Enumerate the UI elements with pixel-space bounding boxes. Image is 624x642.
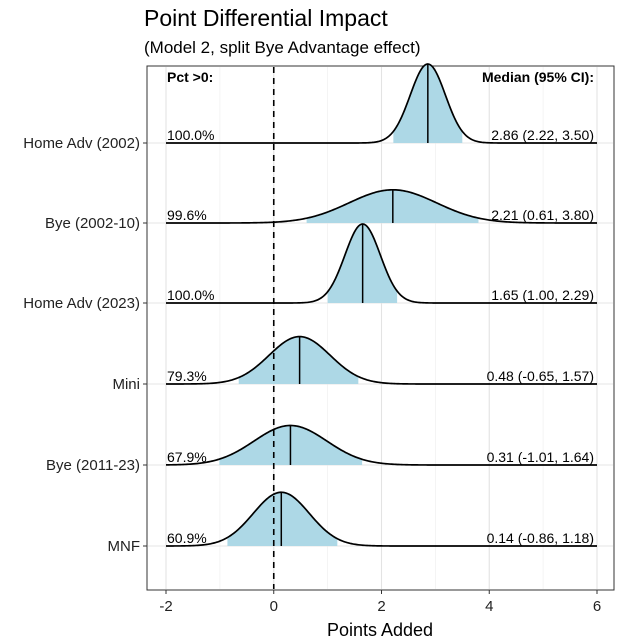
x-tick-label: -2 xyxy=(159,598,172,615)
ridge-0 xyxy=(166,63,597,144)
x-tick-label: 6 xyxy=(593,598,601,615)
ridge-density-line xyxy=(166,491,597,547)
chart-title: Point Differential Impact xyxy=(144,5,388,31)
y-axis: Home Adv (2002) Bye (2002-10) Home Adv (20… xyxy=(23,135,147,555)
plot-panel xyxy=(146,65,615,591)
y-tick-label: Bye (2002-10) xyxy=(45,215,140,232)
median-label: 2.21 (0.61, 3.80) xyxy=(491,207,594,223)
ridge-4 xyxy=(165,424,597,466)
chart-subtitle: (Model 2, split Bye Advantage effect) xyxy=(144,38,421,57)
x-axis-title: Points Added xyxy=(327,620,433,640)
y-tick-label: Home Adv (2023) xyxy=(23,295,140,312)
ridge-density-line xyxy=(166,188,597,224)
median-label: 0.31 (-1.01, 1.64) xyxy=(487,449,594,465)
y-tick-label: Home Adv (2002) xyxy=(23,135,140,152)
y-tick-label: MNF xyxy=(108,538,141,555)
pct-label: 100.0% xyxy=(167,127,214,143)
pct-label: 100.0% xyxy=(167,287,214,303)
ridge-density-line xyxy=(166,63,597,144)
x-axis: -2 0 2 4 6 xyxy=(159,590,601,615)
ridge-3 xyxy=(166,335,597,385)
x-tick-label: 4 xyxy=(485,598,493,615)
ridge-density-line xyxy=(165,424,597,466)
x-tick-label: 2 xyxy=(377,598,385,615)
pct-label: 67.9% xyxy=(167,449,207,465)
median-label: 0.48 (-0.65, 1.57) xyxy=(487,368,594,384)
y-tick-label: Mini xyxy=(112,376,140,393)
median-label: 2.86 (2.22, 3.50) xyxy=(491,127,594,143)
ridge-ci-fill xyxy=(227,492,338,546)
pct-label: 99.6% xyxy=(167,207,207,223)
ridge-ci-fill xyxy=(238,336,359,384)
median-header: Median (95% CI): xyxy=(482,69,594,85)
ridge-1 xyxy=(166,188,597,224)
pct-label: 79.3% xyxy=(167,368,207,384)
ridge-5 xyxy=(166,491,597,547)
ridge-2 xyxy=(166,223,597,304)
ridge-density-line xyxy=(166,335,597,385)
median-label: 1.65 (1.00, 2.29) xyxy=(491,287,594,303)
y-tick-label: Bye (2011-23) xyxy=(46,457,140,474)
ridges xyxy=(165,63,597,547)
ridge-density-line xyxy=(166,223,597,304)
x-tick-label: 0 xyxy=(270,598,278,615)
annotations: 100.0% 2.86 (2.22, 3.50) 99.6% 2.21 (0.61, … xyxy=(167,127,594,546)
median-label: 0.14 (-0.86, 1.18) xyxy=(487,530,594,546)
pct-label: 60.9% xyxy=(167,530,207,546)
pct-header: Pct >0: xyxy=(167,69,213,85)
